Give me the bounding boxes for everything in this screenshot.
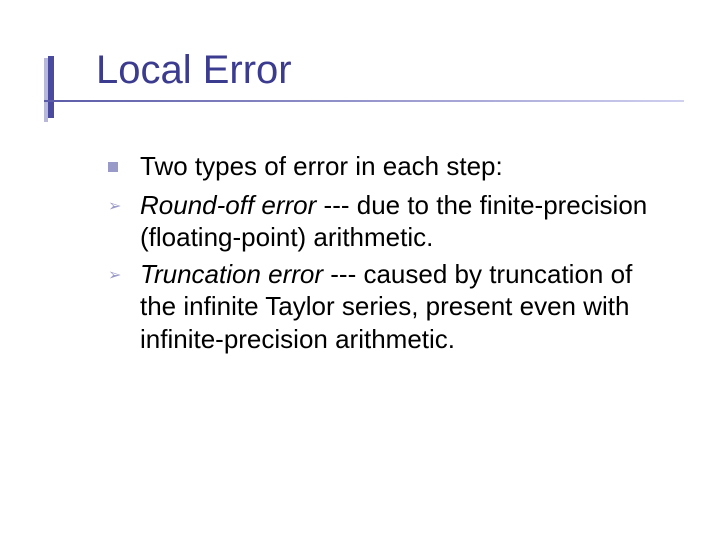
slide-title: Local Error (96, 48, 680, 92)
term-italic: Round-off error (140, 190, 316, 220)
title-accent-bar (48, 56, 54, 118)
bullet-level1: Two types of error in each step: (108, 150, 670, 183)
bullet-level2: ➢ Round-off error --- due to the finite-… (108, 189, 670, 254)
arrow-bullet-icon: ➢ (108, 197, 122, 217)
sub-bullet-text: Round-off error --- due to the finite-pr… (140, 189, 670, 254)
bullet-level2: ➢ Truncation error --- caused by truncat… (108, 258, 670, 356)
term-italic: Truncation error (140, 259, 323, 289)
arrow-bullet-icon: ➢ (108, 266, 122, 286)
sub-bullet-text: Truncation error --- caused by truncatio… (140, 258, 670, 356)
title-rule (44, 100, 684, 102)
title-block: Local Error (96, 48, 680, 102)
slide-body: Two types of error in each step: ➢ Round… (108, 150, 670, 359)
bullet-text: Two types of error in each step: (140, 150, 503, 183)
slide: { "slide": { "title": "Local Error", "bo… (0, 0, 720, 540)
square-bullet-icon (108, 162, 118, 172)
